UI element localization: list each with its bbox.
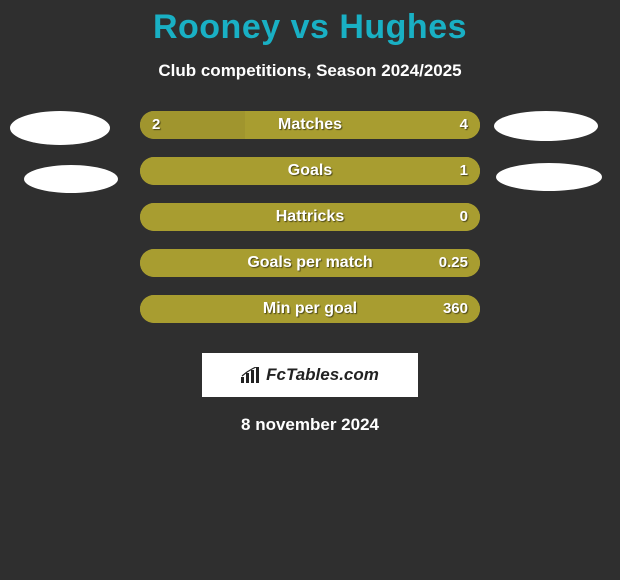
chart-icon — [241, 367, 261, 383]
comparison-chart: Matches24Goals1Hattricks0Goals per match… — [0, 111, 620, 341]
bar-track — [140, 249, 480, 277]
stat-row: Goals1 — [0, 157, 620, 203]
bar-right — [245, 111, 480, 139]
bar-right — [140, 249, 480, 277]
brand-badge: FcTables.com — [202, 353, 418, 397]
bar-track — [140, 157, 480, 185]
date-text: 8 november 2024 — [0, 415, 620, 435]
bar-left — [140, 111, 245, 139]
stat-row: Matches24 — [0, 111, 620, 157]
page-title: Rooney vs Hughes — [0, 0, 620, 47]
bar-right — [140, 295, 480, 323]
stat-row: Goals per match0.25 — [0, 249, 620, 295]
brand-text: FcTables.com — [266, 365, 379, 385]
comparison-card: Rooney vs Hughes Club competitions, Seas… — [0, 0, 620, 580]
bar-right — [140, 203, 480, 231]
bar-track — [140, 111, 480, 139]
stat-row: Min per goal360 — [0, 295, 620, 341]
bar-track — [140, 203, 480, 231]
subtitle: Club competitions, Season 2024/2025 — [0, 61, 620, 81]
stat-row: Hattricks0 — [0, 203, 620, 249]
bar-track — [140, 295, 480, 323]
bar-right — [140, 157, 480, 185]
